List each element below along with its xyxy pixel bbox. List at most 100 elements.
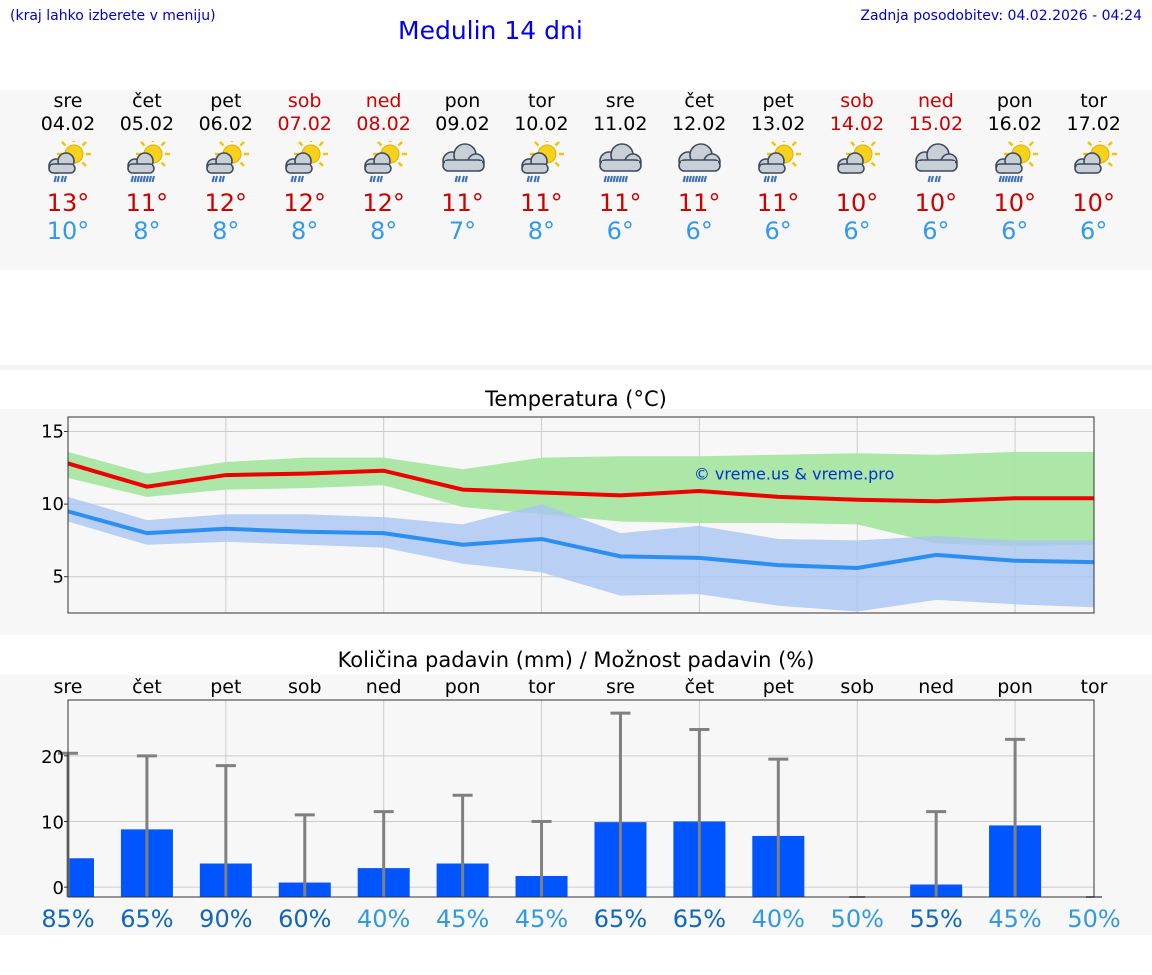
cloud-heavy-rain-icon [671,141,727,187]
day-forecast: ned 15.02 10° 6° [897,90,975,245]
day-label: pet [210,676,241,698]
y-tick-label: 10 [41,494,64,515]
precipitation-probability: 65% [594,905,647,933]
precipitation-probability: 40% [752,905,805,933]
max-temperature-line [67,461,1094,504]
max-temperature: 12° [204,189,248,217]
min-temperature: 8° [291,217,319,245]
day-date: 12.02 [671,113,727,135]
temperature-plot-frame [67,416,1095,614]
day-label: pon [997,676,1033,698]
day-name: pon [444,90,481,112]
min-temperature: 7° [448,217,477,245]
day-label: ned [918,676,954,698]
day-label: sob [840,676,874,698]
day-forecast: čet 05.02 11° 8° [108,90,186,245]
day-label: pet [763,676,794,698]
precipitation-probability: 90% [199,905,252,933]
max-temperature: 11° [756,189,800,217]
precipitation-probability: 45% [436,905,489,933]
precipitation-probability: 45% [515,905,568,933]
max-temperature: 10° [914,189,958,217]
precipitation-probability: 65% [120,905,173,933]
max-temperature: 11° [677,189,721,217]
sun-cloud-rain-icon [198,137,254,187]
precipitation-probability: 85% [41,905,94,933]
day-label: sre [606,676,635,698]
day-name: tor [527,90,555,112]
sun-cloud-rain-icon [40,137,96,187]
min-temperature: 6° [606,217,634,245]
min-temperature: 8° [133,217,161,245]
sun-cloud-heavy-rain-icon [119,137,175,187]
daily-forecast-strip: sre 04.02 13° 10° čet 05.02 11° 8° pet 06.02 12° 8°… [0,90,1152,270]
day-forecast: sob 07.02 12° 8° [266,90,344,245]
sun-cloud-rain-icon [513,137,569,187]
sun-cloud-rain-icon [277,137,333,187]
day-date: 16.02 [987,113,1042,135]
day-name: tor [1080,90,1108,112]
temperature-chart-title: Temperatura (°C) [485,387,667,411]
day-forecast: pet 13.02 11° 6° [739,90,817,245]
precipitation-probability: 45% [988,905,1041,933]
day-forecast: čet 12.02 11° 6° [660,90,738,245]
page-title: Medulin 14 dni [398,16,583,45]
day-date: 11.02 [593,113,648,135]
day-name: sob [287,90,322,112]
day-date: 10.02 [514,113,569,135]
min-temperature: 8° [369,217,398,245]
location-hint: (kraj lahko izberete v meniju) [10,8,216,24]
min-temperature: 10° [46,217,90,245]
day-label: tor [528,676,555,698]
day-forecast: pet 06.02 12° 8° [187,90,265,245]
day-forecast: pon 09.02 11° 7° [424,90,502,245]
day-forecast: sob 14.02 10° 6° [818,90,896,245]
max-temperature: 10° [1072,189,1115,217]
max-temperature: 12° [283,189,326,217]
day-label: pon [445,676,481,698]
day-name: pet [210,90,242,112]
day-label: ned [366,676,402,698]
sun-cloud-icon [1066,137,1122,187]
day-name: sre [53,90,83,112]
min-temperature: 6° [922,217,950,245]
last-updated: Zadnja posodobitev: 04.02.2026 - 04:24 [860,8,1142,24]
y-tick-label: 0 [53,878,64,899]
day-date: 05.02 [119,113,175,135]
day-forecast: pon 16.02 10° 6° [976,90,1054,245]
y-tick-label: 5 [53,567,64,588]
precipitation-chart-title: Količina padavin (mm) / Možnost padavin … [337,648,815,672]
precipitation-bar [68,858,94,897]
day-date: 08.02 [356,113,411,135]
day-forecast: ned 08.02 12° 8° [345,90,423,245]
min-temperature-range-band [68,496,1094,612]
day-name: pon [996,90,1033,112]
max-temperature: 10° [993,189,1037,217]
day-date: 17.02 [1066,113,1121,135]
min-temperature: 8° [212,217,240,245]
sun-cloud-heavy-rain-icon [987,137,1043,187]
day-name: sre [605,90,635,112]
cloud-heavy-rain-icon [592,141,648,187]
day-label: čet [685,676,715,698]
day-date: 13.02 [750,113,806,135]
day-name: ned [917,90,954,112]
max-temperature: 10° [835,189,879,217]
max-temperature: 11° [599,189,642,217]
day-date: 09.02 [435,113,490,135]
sun-cloud-rain-icon [356,137,412,187]
y-tick-label: 15 [41,422,64,443]
day-name: čet [132,90,162,112]
precipitation-probability: 50% [831,905,884,933]
watermark: © vreme.us & vreme.pro [694,464,895,483]
min-temperature: 6° [1001,217,1029,245]
precipitation-probability: 50% [1067,905,1120,933]
cloud-rain-icon [435,141,491,187]
y-tick-label: 10 [41,812,64,833]
max-temperature: 11° [125,189,169,217]
day-forecast: sre 04.02 13° 10° [29,90,107,245]
day-date: 06.02 [198,113,253,135]
day-forecast: tor 17.02 10° 6° [1055,90,1133,245]
min-temperature: 6° [764,217,792,245]
